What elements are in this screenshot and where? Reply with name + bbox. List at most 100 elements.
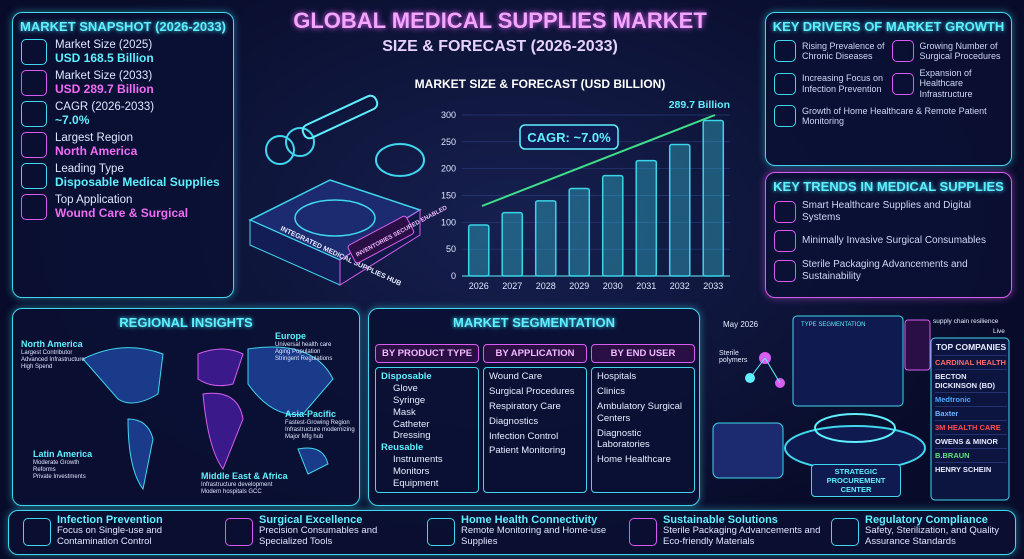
company: Baxter	[935, 406, 1007, 420]
y-tick-label: 300	[441, 110, 456, 120]
footer-title: Home Health Connectivity	[461, 514, 598, 526]
footer-title: Sustainable Solutions	[663, 514, 778, 526]
snapshot-label: Market Size (2025)	[55, 39, 153, 51]
region-name: Middle East & Africa	[201, 471, 288, 481]
region-point: Stringent Regulations	[275, 356, 333, 363]
segment-item: Hospitals	[597, 371, 637, 382]
y-tick-label: 250	[441, 137, 456, 147]
segment-header: BY PRODUCT TYPE	[375, 344, 479, 363]
footer-item: Home Health Connectivity Remote Monitorin…	[427, 514, 627, 548]
center-label: STRATEGIC PROCUREMENT CENTER	[811, 464, 901, 497]
x-tick-label: 2031	[636, 281, 656, 291]
cagr-box	[519, 124, 619, 150]
icon	[21, 132, 47, 158]
segment-body: Hospitals Clinics Ambulatory Surgical Cent…	[591, 367, 695, 493]
footer: Infection Prevention Focus on Single-use …	[8, 510, 1016, 555]
companies: TOP COMPANIES CARDINAL HEALTH BECTON DICK…	[935, 342, 1007, 476]
icon	[21, 101, 47, 127]
y-tick-label: 150	[441, 191, 456, 201]
segment-item: Wound Care	[489, 371, 543, 382]
company: 3M HEALTH CARE	[935, 420, 1007, 434]
icon	[774, 200, 796, 223]
region-name: Latin America	[33, 449, 93, 459]
icon	[21, 70, 47, 96]
y-tick-label: 200	[441, 164, 456, 174]
footer-text: Home Health Connectivity Remote Monitorin…	[461, 514, 627, 548]
footer-text: Infection Prevention Focus on Single-use …	[57, 514, 223, 548]
region: North America Largest Contributor Advanced…	[21, 339, 121, 371]
cagr-annotation: CAGR: ~7.0%	[527, 130, 611, 145]
footer-desc: Sterile Packaging Advancements and Eco-f…	[663, 525, 821, 547]
snapshot-value: Wound Care & Surgical	[55, 206, 189, 220]
snapshot-panel: MARKET SNAPSHOT (2026-2033) Market Size …	[12, 12, 234, 298]
bar	[467, 224, 490, 277]
procurement-illustration: May 2026 Sterile polymers TYPE SEGMENTAT…	[705, 308, 1012, 506]
snapshot-label: Market Size (2033)	[55, 70, 153, 82]
driver-item: Growth of Home Healthcare & Remote Patie…	[774, 105, 1003, 128]
segment-item: Home Healthcare	[597, 454, 671, 466]
snapshot-item: Market Size (2025) USD 168.5 Billion	[21, 39, 225, 65]
segment-header: BY END USER	[591, 344, 695, 363]
icon	[774, 40, 796, 62]
footer-desc: Remote Monitoring and Home-use Supplies	[461, 525, 607, 547]
snapshot-label: Largest Region	[55, 132, 133, 144]
value-annotation: 289.7 Billion	[669, 99, 730, 111]
title: GLOBAL MEDICAL SUPPLIES MARKET	[293, 8, 707, 33]
segmentation-panel: MARKET SEGMENTATION BY PRODUCT TYPE Dispo…	[368, 308, 700, 506]
bar	[534, 200, 557, 277]
snapshot-item: Market Size (2033) USD 289.7 Billion	[21, 70, 225, 96]
region-name: Asia-Pacific	[285, 409, 337, 419]
snapshot-text: Top Application Wound Care & Surgical	[55, 194, 188, 220]
header: GLOBAL MEDICAL SUPPLIES MARKET SIZE & FO…	[240, 8, 760, 56]
snapshot-value: North America	[55, 144, 138, 158]
region: Middle East & Africa Infrastructure devel…	[201, 471, 311, 496]
trend-text: Sterile Packaging Advancements and Susta…	[802, 259, 968, 282]
segment-item: Surgical Procedures	[489, 385, 575, 397]
footer-text: Sustainable Solutions Sterile Packaging A…	[663, 514, 829, 548]
icon	[21, 163, 47, 189]
driver-text: Growing Number of Surgical Procedures	[919, 40, 1001, 61]
segment-item: Ambulatory Surgical Centers	[597, 400, 683, 424]
world-map	[82, 346, 334, 491]
company: HENRY SCHEIN	[935, 462, 1007, 476]
footer-title: Surgical Excellence	[259, 514, 363, 526]
snapshot-value: USD 289.7 Billion	[55, 82, 154, 96]
region-point: Largest Contributor	[21, 349, 73, 356]
region-name: Europe	[275, 331, 307, 341]
panel-title: MARKET SNAPSHOT (2026-2033)	[20, 19, 226, 34]
region-point: Fastest-Growing Region	[285, 419, 350, 426]
icon	[774, 259, 796, 282]
segment-group: Disposable	[381, 371, 432, 382]
company: OWENS & MINOR	[935, 434, 1007, 448]
subtitle: SIZE & FORECAST (2026-2033)	[382, 38, 618, 55]
icon	[23, 518, 51, 546]
bar	[635, 159, 658, 277]
resilience-label: supply chain resilience	[933, 318, 999, 325]
bar	[601, 174, 624, 277]
icon	[831, 518, 859, 546]
y-tick-label: 0	[451, 271, 456, 281]
region-point: Infrastructure development	[201, 481, 273, 488]
segment-item: Equipment	[393, 477, 439, 489]
snapshot-label: Top Application	[55, 194, 133, 206]
region-point: Major Mfg hub	[285, 434, 324, 441]
icon	[427, 518, 455, 546]
driver-item: Growing Number of Surgical Procedures	[891, 40, 1004, 62]
footer-item: Sustainable Solutions Sterile Packaging A…	[629, 514, 829, 548]
footer-item: Infection Prevention Focus on Single-use …	[23, 514, 223, 548]
snapshot-text: Market Size (2025) USD 168.5 Billion	[55, 39, 154, 65]
panel-title: KEY TRENDS IN MEDICAL SUPPLIES	[773, 179, 1004, 194]
snapshot-label: Leading Type	[55, 163, 124, 175]
snapshot-text: Market Size (2033) USD 289.7 Billion	[55, 70, 154, 96]
snapshot-value: ~7.0%	[55, 113, 90, 127]
procurement-art	[712, 315, 1010, 501]
footer-item: Surgical Excellence Precision Consumables…	[225, 514, 425, 548]
icon	[774, 230, 796, 252]
region: Europe Universal health care Aging Populat…	[275, 331, 365, 363]
segment-item: Catheter	[393, 418, 430, 430]
icon	[891, 40, 914, 62]
bar	[668, 143, 691, 277]
region-name: North America	[21, 339, 83, 349]
snapshot-value: USD 168.5 Billion	[55, 51, 154, 65]
segment-group: Reusable	[381, 442, 424, 454]
